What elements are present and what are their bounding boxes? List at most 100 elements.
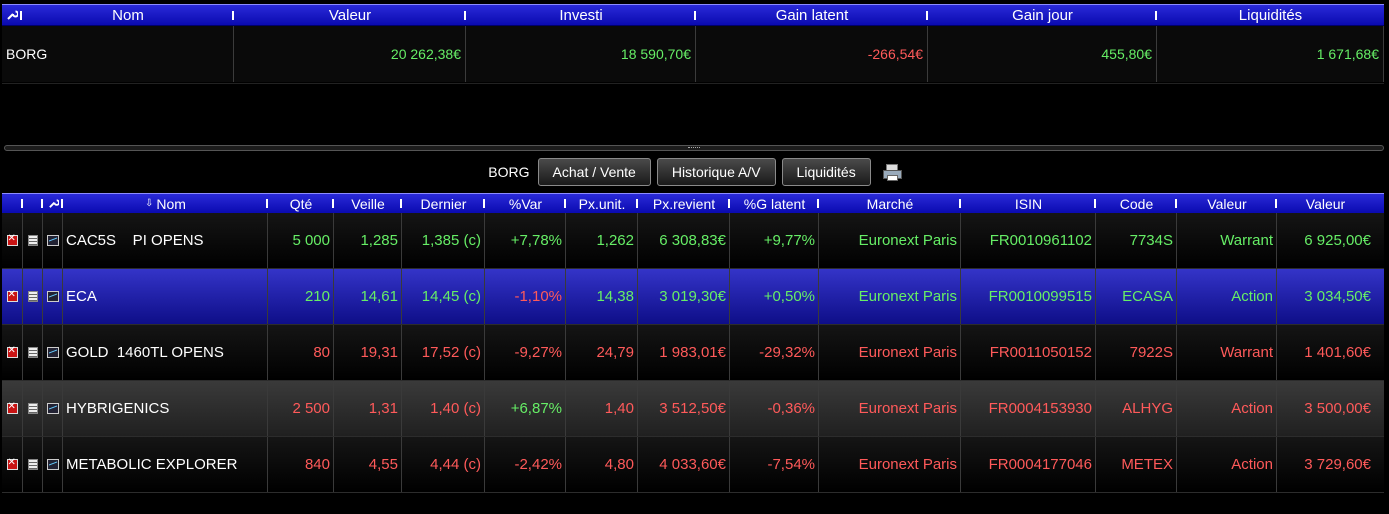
cell-pxunit: 24,79 — [566, 325, 638, 380]
cell-isin: FR0004153930 — [961, 381, 1096, 436]
document-icon[interactable] — [27, 235, 38, 246]
col-delete[interactable] — [2, 194, 23, 213]
cell-marche: Euronext Paris — [819, 213, 961, 268]
table-row[interactable]: CAC5S PI OPENS 5 000 1,285 1,385 (c) +7,… — [2, 213, 1384, 269]
delete-icon[interactable] — [6, 457, 18, 470]
cell-qte: 2 500 — [268, 381, 334, 436]
cell-dernier: 17,52 (c) — [402, 325, 485, 380]
cell-veille: 14,61 — [334, 269, 402, 324]
col-pxunit[interactable]: Px.unit. — [566, 194, 638, 213]
col-pxrevient[interactable]: Px.revient — [638, 194, 730, 213]
cell-var: +6,87% — [485, 381, 566, 436]
cell-dernier: 1,40 (c) — [402, 381, 485, 436]
cell-var: +7,78% — [485, 213, 566, 268]
cell-dernier: 4,44 (c) — [402, 437, 485, 492]
pane-splitter[interactable] — [4, 145, 1384, 151]
cell-pxunit: 1,262 — [566, 213, 638, 268]
cell-type: Action — [1177, 269, 1277, 324]
col-marche[interactable]: Marché — [819, 194, 961, 213]
cell-valeur: 3 034,50€ — [1304, 288, 1371, 305]
summary-row[interactable]: BORG 20 262,38€ 18 590,70€ -266,54€ 455,… — [2, 26, 1384, 82]
cell-pxrevient: 3 512,50€ — [638, 381, 730, 436]
col-dernier[interactable]: Dernier — [402, 194, 485, 213]
col-investi[interactable]: Investi — [466, 5, 696, 25]
summary-investi: 18 590,70€ — [466, 26, 696, 82]
cell-pxunit: 14,38 — [566, 269, 638, 324]
table-row[interactable]: GOLD 1460TL OPENS 80 19,31 17,52 (c) -9,… — [2, 325, 1384, 381]
cell-nom: GOLD 1460TL OPENS — [63, 325, 268, 380]
document-icon[interactable] — [27, 347, 38, 358]
chart-icon[interactable] — [46, 347, 59, 358]
cell-dernier: 1,385 (c) — [402, 213, 485, 268]
col-gain-jour[interactable]: Gain jour — [928, 5, 1157, 25]
positions-table: ⇩ Nom Qté Veille Dernier %Var Px.unit. P… — [2, 193, 1384, 493]
summary-liquidites: 1 671,68€ — [1157, 26, 1384, 82]
document-icon[interactable] — [27, 459, 38, 470]
cell-code: ALHYG — [1096, 381, 1177, 436]
splitter-grip-icon[interactable] — [688, 147, 700, 150]
delete-icon[interactable] — [6, 233, 18, 246]
chart-icon[interactable] — [46, 291, 59, 302]
chart-icon[interactable] — [46, 459, 59, 470]
delete-icon[interactable] — [6, 345, 18, 358]
cell-dernier: 14,45 (c) — [402, 269, 485, 324]
cell-isin: FR0011050152 — [961, 325, 1096, 380]
col-nom-label: Nom — [156, 195, 186, 212]
buy-sell-button[interactable]: Achat / Vente — [537, 158, 651, 186]
table-row[interactable]: METABOLIC EXPLORER 840 4,55 4,44 (c) -2,… — [2, 437, 1384, 493]
table-row-selected[interactable]: ECA 210 14,61 14,45 (c) -1,10% 14,38 3 0… — [2, 269, 1384, 325]
cell-code: METEX — [1096, 437, 1177, 492]
col-nom[interactable]: ⇩ Nom — [63, 194, 268, 213]
cell-code: 7922S — [1096, 325, 1177, 380]
cell-qte: 840 — [268, 437, 334, 492]
col-veille[interactable]: Veille — [334, 194, 402, 213]
chart-icon[interactable] — [46, 235, 59, 246]
cell-glatent: -7,54% — [730, 437, 819, 492]
print-icon[interactable] — [882, 164, 902, 181]
col-valeur[interactable]: Valeur — [234, 5, 466, 25]
col-doc[interactable] — [23, 194, 43, 213]
document-icon[interactable] — [27, 403, 38, 414]
cell-marche: Euronext Paris — [819, 325, 961, 380]
col-gain-latent[interactable]: Gain latent — [696, 5, 928, 25]
cell-pxrevient: 1 983,01€ — [638, 325, 730, 380]
history-button[interactable]: Historique A/V — [656, 158, 776, 186]
col-settings-wrench-icon[interactable] — [43, 194, 63, 213]
cell-type: Action — [1177, 437, 1277, 492]
col-isin[interactable]: ISIN — [961, 194, 1096, 213]
cash-button[interactable]: Liquidités — [781, 158, 871, 186]
cell-valeur: 3 500,00€ — [1304, 400, 1371, 417]
document-icon[interactable] — [27, 291, 38, 302]
sort-arrow-icon: ⇩ — [145, 198, 154, 209]
col-glatent[interactable]: %G latent — [730, 194, 819, 213]
cell-marche: Euronext Paris — [819, 269, 961, 324]
cell-isin: FR0004177046 — [961, 437, 1096, 492]
col-type[interactable]: Valeur — [1177, 194, 1277, 213]
cell-pxrevient: 3 019,30€ — [638, 269, 730, 324]
col-code[interactable]: Code — [1096, 194, 1177, 213]
cell-nom: CAC5S PI OPENS — [63, 213, 268, 268]
cell-isin: FR0010099515 — [961, 269, 1096, 324]
delete-icon[interactable] — [6, 401, 18, 414]
col-liquidites[interactable]: Liquidités — [1238, 6, 1303, 24]
cell-pxrevient: 4 033,60€ — [638, 437, 730, 492]
cell-var: -2,42% — [485, 437, 566, 492]
cell-qte: 210 — [268, 269, 334, 324]
cell-var: -1,10% — [485, 269, 566, 324]
table-row[interactable]: HYBRIGENICS 2 500 1,31 1,40 (c) +6,87% 1… — [2, 381, 1384, 437]
col-qte[interactable]: Qté — [268, 194, 334, 213]
cell-veille: 19,31 — [334, 325, 402, 380]
col-valeur[interactable]: Valeur — [1305, 195, 1346, 212]
cell-valeur: 1 401,60€ — [1304, 344, 1371, 361]
cell-isin: FR0010961102 — [961, 213, 1096, 268]
col-nom[interactable]: Nom — [22, 5, 234, 25]
cell-glatent: +0,50% — [730, 269, 819, 324]
positions-header: ⇩ Nom Qté Veille Dernier %Var Px.unit. P… — [2, 193, 1384, 213]
chart-icon[interactable] — [46, 403, 59, 414]
col-var[interactable]: %Var — [485, 194, 566, 213]
cell-qte: 5 000 — [268, 213, 334, 268]
account-label: BORG — [488, 164, 530, 180]
delete-icon[interactable] — [6, 289, 18, 302]
cell-qte: 80 — [268, 325, 334, 380]
settings-wrench-icon[interactable] — [2, 5, 22, 25]
